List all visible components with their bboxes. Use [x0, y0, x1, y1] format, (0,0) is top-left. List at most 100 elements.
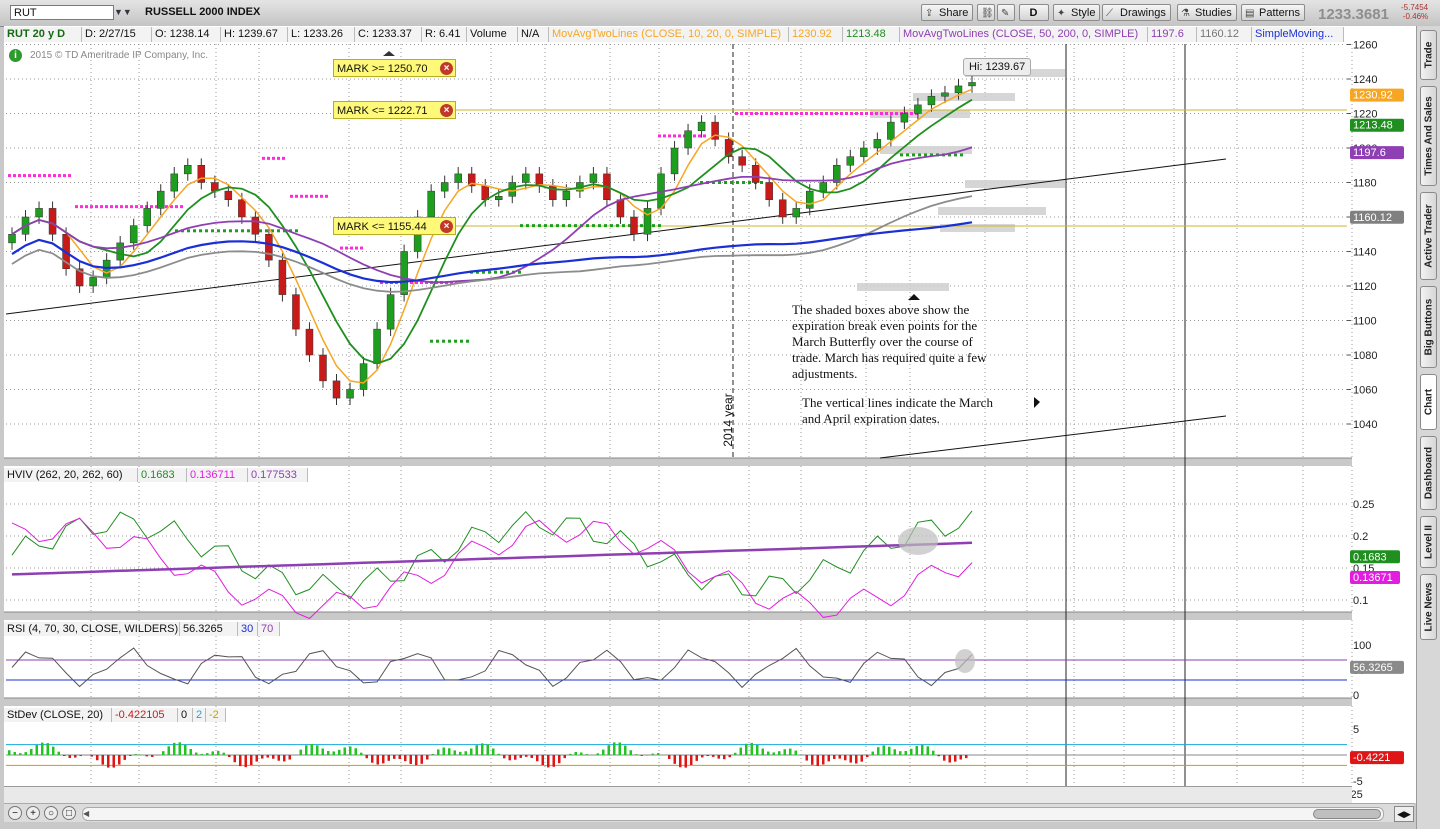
zoom-out-icon[interactable]: − — [8, 806, 22, 820]
scroll-thumb[interactable] — [1313, 809, 1381, 819]
alert-mark-1250[interactable]: MARK >= 1250.70 × — [333, 59, 456, 77]
close-icon[interactable]: × — [440, 104, 453, 117]
stdev-bar — [525, 755, 528, 757]
pivot-dot — [455, 281, 458, 285]
scroll-track[interactable]: ◀ — [82, 807, 1384, 821]
stdev-bar — [90, 755, 93, 757]
expand-icon[interactable]: ◀▶ — [1394, 806, 1414, 822]
sma-label[interactable]: SimpleMoving... — [1252, 27, 1344, 42]
ma-10-20-label[interactable]: MovAvgTwoLines (CLOSE, 10, 20, 0, SIMPLE… — [549, 27, 789, 42]
stdev-bar — [420, 755, 423, 764]
pivot-dot — [840, 112, 843, 115]
stdev-bar — [745, 743, 748, 755]
rsi-label[interactable]: RSI (4, 70, 30, CLOSE, WILDERS) — [4, 622, 180, 636]
stdev-bar — [965, 755, 968, 759]
stdev-bar — [481, 743, 484, 755]
stdev-bar — [442, 747, 445, 755]
annotation-line: The vertical lines indicate the March — [802, 395, 993, 410]
support-dot — [506, 270, 509, 274]
pivot-dot — [910, 112, 913, 115]
symbol-dropdown-icon[interactable]: ▼▼ — [114, 7, 132, 17]
pivot-dot — [8, 174, 11, 178]
stdev-bar — [640, 755, 643, 756]
info-icon[interactable]: i — [9, 49, 22, 62]
zoom-in-icon[interactable]: + — [26, 806, 40, 820]
alert-mark-1222[interactable]: MARK <= 1222.71 × — [333, 101, 456, 119]
stdev-bar — [508, 755, 511, 761]
period-label[interactable]: RUT 20 y D — [4, 27, 82, 42]
symbol-input[interactable]: RUT — [10, 5, 114, 20]
chart-scrollbar[interactable]: − + ○ □ ◀ ◀▶ — [4, 803, 1414, 822]
zoom-fit-icon[interactable]: ○ — [44, 806, 58, 820]
candle-body — [224, 190, 233, 200]
stdev-bar — [811, 755, 814, 765]
breakeven-box — [857, 283, 949, 291]
stdev-bar — [899, 751, 902, 755]
alert-label: MARK <= 1222.71 — [337, 105, 428, 117]
tab-dashboard[interactable]: Dashboard — [1420, 436, 1437, 510]
support-dot — [924, 153, 927, 157]
tab-live-news[interactable]: Live News — [1420, 574, 1437, 640]
pivot-dot — [673, 134, 676, 138]
daily-aggregation-button[interactable]: D — [1019, 4, 1049, 21]
stdev-bar — [789, 748, 792, 755]
trendline — [5, 158, 1227, 315]
stdev-bar — [398, 755, 401, 759]
stdev-bar — [112, 755, 115, 768]
support-dot — [500, 270, 503, 274]
support-dot — [712, 181, 715, 184]
support-dot — [574, 224, 577, 228]
studies-label: Studies — [1195, 7, 1232, 19]
support-dot — [532, 224, 535, 228]
stdev-bar — [530, 755, 533, 758]
candle-body — [116, 242, 124, 261]
tab-chart[interactable]: Chart — [1420, 374, 1437, 430]
stdev-bar — [453, 750, 456, 755]
share-button[interactable]: ⇪ Share — [921, 4, 974, 21]
tab-label: Level II — [1423, 525, 1434, 559]
zoom-reset-icon[interactable]: □ — [62, 806, 76, 820]
style-button[interactable]: ✦ Style — [1053, 4, 1101, 21]
alert-mark-1155[interactable]: MARK <= 1155.44 × — [333, 217, 456, 235]
stdev-bar — [13, 752, 16, 755]
drawings-button[interactable]: ⟋ Drawings — [1102, 4, 1171, 21]
close-icon[interactable]: × — [440, 220, 453, 233]
tab-level-ii[interactable]: Level II — [1420, 516, 1437, 568]
tab-active-trader[interactable]: Active Trader — [1420, 192, 1437, 280]
hviv-label[interactable]: HVIV (262, 20, 262, 60) — [4, 468, 138, 482]
scroll-left-icon[interactable]: ◀ — [83, 809, 90, 818]
pivot-dot — [165, 205, 168, 209]
stdev-bar — [332, 751, 335, 755]
chart-canvas[interactable]: 1260124012201200118011601140112011001080… — [0, 0, 1416, 803]
pivot-dot — [58, 174, 61, 178]
close-icon[interactable]: × — [440, 62, 453, 75]
candle-body — [467, 173, 476, 187]
stdev-bar — [585, 754, 588, 755]
tab-trade[interactable]: Trade — [1420, 30, 1437, 80]
stdev-bar — [844, 755, 847, 761]
annotation-expiration[interactable]: The vertical lines indicate the March an… — [802, 395, 993, 427]
pencil-icon: ✎ — [1001, 8, 1010, 19]
stdev-bar — [734, 752, 737, 755]
chart-area[interactable] — [4, 26, 1353, 803]
stdev-label[interactable]: StDev (CLOSE, 20) — [4, 708, 112, 722]
ma-50-200-label[interactable]: MovAvgTwoLines (CLOSE, 50, 200, 0, SIMPL… — [900, 27, 1148, 42]
tab-times-and-sales[interactable]: Times And Sales — [1420, 86, 1437, 186]
patterns-button[interactable]: ▤ Patterns — [1241, 4, 1305, 21]
stdev-bar — [855, 755, 858, 764]
annotation-line: adjustments. — [792, 366, 858, 381]
tab-big-buttons[interactable]: Big Buttons — [1420, 286, 1437, 368]
annotation-breakeven[interactable]: The shaded boxes above show the expirati… — [792, 302, 987, 382]
candle-body — [941, 92, 949, 97]
pencil-button[interactable]: ✎ — [997, 4, 1015, 21]
studies-button[interactable]: ⚗ Studies — [1177, 4, 1237, 21]
stdev-bar — [866, 755, 869, 758]
time-axis[interactable] — [4, 786, 1352, 804]
price-badge — [1350, 210, 1404, 224]
stdev-bar — [607, 745, 610, 755]
link-button[interactable]: ⛓ — [977, 4, 995, 21]
candle-body — [887, 121, 895, 140]
top-toolbar: RUT ▼▼ RUSSELL 2000 INDEX ⇪ Share ⛓ ✎ D ✦… — [0, 0, 1440, 27]
candle-body — [914, 104, 922, 114]
candle-body — [75, 268, 84, 287]
